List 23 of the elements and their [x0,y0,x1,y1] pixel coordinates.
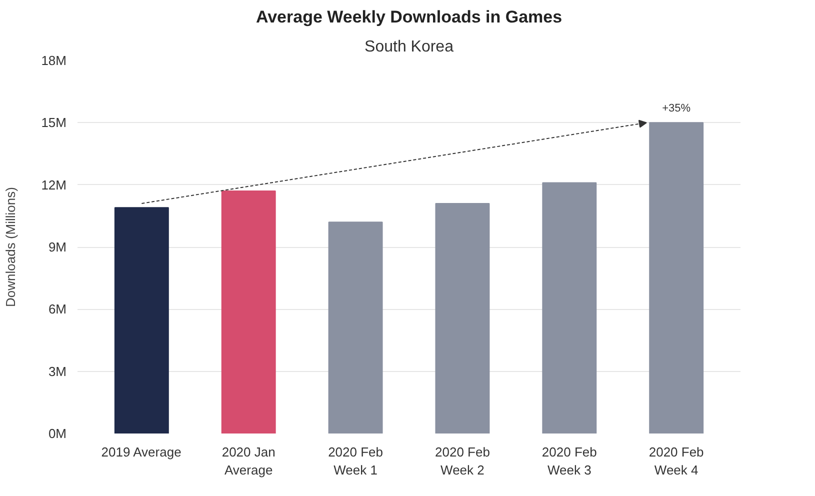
x-tick-label: 2020 Jan Average [222,444,276,478]
bar [435,202,490,434]
x-tick-label: 2020 Feb Week 4 [648,444,704,478]
x-tick-label: 2019 Average [101,444,182,460]
y-tick-label: 9M [48,240,67,254]
bar [328,222,383,434]
y-tick-label: 18M [41,53,67,68]
chart-subtitle: South Korea [364,38,454,56]
bar [221,190,276,434]
chart-title: Average Weekly Downloads in Games [256,8,562,26]
x-tick-label: 2020 Feb Week 3 [542,444,597,478]
y-tick-label: 12M [41,177,67,192]
annotation: +35% [662,102,691,115]
y-axis-title: Downloads (Millions) [3,187,18,307]
y-tick-label: 6M [48,302,67,317]
x-tick-label: 2020 Feb Week 1 [328,444,384,478]
bar [114,207,169,434]
x-tick-label: 2020 Feb Week 2 [435,444,490,478]
bar [542,182,597,434]
bar [649,122,704,434]
y-tick-label: 15M [41,115,67,130]
y-tick-label: 3M [48,364,67,379]
y-tick-label: 0M [48,426,67,441]
